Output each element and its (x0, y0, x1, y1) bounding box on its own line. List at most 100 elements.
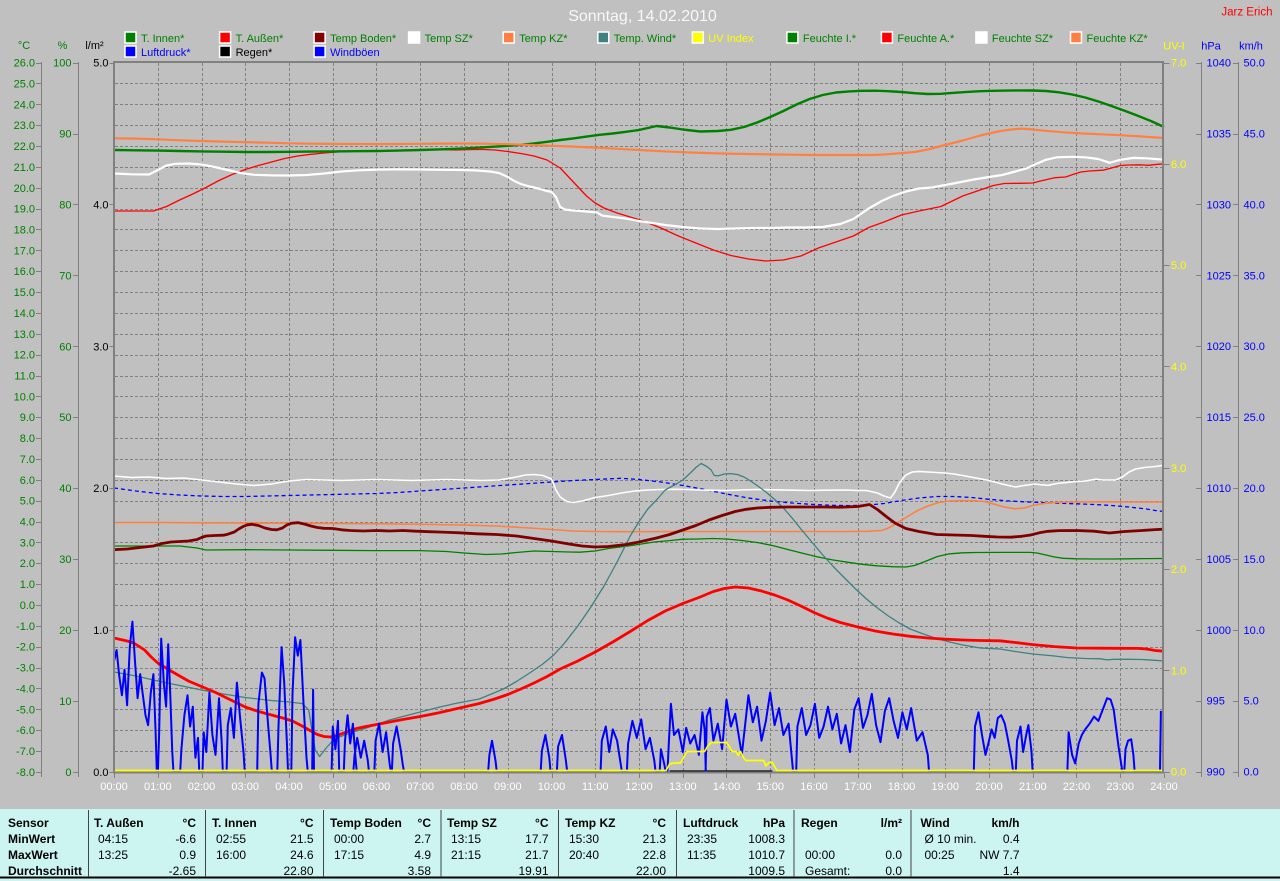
svg-text:11:35: 11:35 (687, 848, 716, 862)
svg-text:Durchschnitt: Durchschnitt (8, 864, 82, 878)
svg-text:50.0: 50.0 (1244, 58, 1265, 70)
svg-text:11:00: 11:00 (582, 781, 609, 793)
svg-text:18.0: 18.0 (14, 225, 35, 237)
svg-text:19:00: 19:00 (931, 781, 959, 793)
svg-text:Temp Boden*: Temp Boden* (330, 33, 397, 45)
svg-text:Sonntag, 14.02.2010: Sonntag, 14.02.2010 (568, 8, 717, 25)
svg-text:20.0: 20.0 (1244, 483, 1265, 495)
svg-text:14.0: 14.0 (14, 308, 35, 320)
svg-text:13:00: 13:00 (669, 781, 697, 793)
svg-text:10.0: 10.0 (14, 391, 35, 403)
svg-text:12:00: 12:00 (625, 781, 653, 793)
svg-text:25.0: 25.0 (1244, 412, 1265, 424)
svg-text:21.0: 21.0 (14, 162, 35, 174)
svg-text:hPa: hPa (1201, 41, 1221, 53)
svg-text:1020: 1020 (1207, 341, 1231, 353)
svg-text:0.0: 0.0 (1171, 767, 1186, 779)
svg-text:1010: 1010 (1207, 483, 1231, 495)
svg-text:-2.65: -2.65 (169, 864, 197, 878)
svg-text:60: 60 (59, 341, 71, 353)
svg-text:04:15: 04:15 (98, 832, 128, 846)
svg-text:45.0: 45.0 (1244, 129, 1265, 141)
svg-text:23:00: 23:00 (1106, 781, 1134, 793)
svg-text:4.0: 4.0 (1171, 362, 1186, 374)
svg-text:02:55: 02:55 (216, 832, 246, 846)
svg-text:18:00: 18:00 (888, 781, 916, 793)
svg-text:00:00: 00:00 (805, 848, 835, 862)
svg-text:09:00: 09:00 (494, 781, 522, 793)
svg-text:5.0: 5.0 (1244, 696, 1259, 708)
svg-text:04:00: 04:00 (275, 781, 303, 793)
svg-text:20: 20 (59, 625, 71, 637)
svg-text:0.0: 0.0 (885, 864, 902, 878)
svg-text:2.7: 2.7 (414, 832, 431, 846)
svg-text:Feuchte A.*: Feuchte A.* (897, 33, 955, 45)
svg-text:1035: 1035 (1207, 129, 1231, 141)
svg-text:03:00: 03:00 (231, 781, 259, 793)
svg-text:16.0: 16.0 (14, 266, 35, 278)
svg-text:9.0: 9.0 (20, 412, 35, 424)
svg-text:5.0: 5.0 (20, 496, 35, 508)
svg-text:Ø 10 min.: Ø 10 min. (925, 832, 977, 846)
svg-text:15:30: 15:30 (569, 832, 599, 846)
svg-text:10: 10 (59, 696, 71, 708)
svg-text:23.0: 23.0 (14, 120, 35, 132)
svg-text:1005: 1005 (1207, 554, 1231, 566)
svg-text:-5.0: -5.0 (16, 704, 35, 716)
svg-text:1025: 1025 (1207, 270, 1231, 282)
svg-text:6.0: 6.0 (1171, 159, 1186, 171)
svg-text:MaxWert: MaxWert (8, 848, 58, 862)
svg-text:Wind: Wind (921, 816, 950, 830)
svg-text:10:00: 10:00 (538, 781, 566, 793)
svg-text:00:00: 00:00 (334, 832, 364, 846)
svg-text:22.00: 22.00 (636, 864, 666, 878)
svg-text:Luftdruck*: Luftdruck* (141, 47, 191, 59)
svg-text:2.0: 2.0 (93, 483, 108, 495)
svg-text:Jarz Erich: Jarz Erich (1221, 7, 1272, 19)
svg-text:995: 995 (1207, 696, 1225, 708)
svg-text:21.5: 21.5 (290, 832, 314, 846)
svg-text:0.4: 0.4 (1003, 832, 1020, 846)
svg-text:hPa: hPa (763, 816, 785, 830)
svg-text:Luftdruck: Luftdruck (683, 816, 739, 830)
svg-text:70: 70 (59, 270, 71, 282)
svg-text:-4.0: -4.0 (16, 683, 35, 695)
svg-text:1.4: 1.4 (1003, 864, 1020, 878)
svg-text:km/h: km/h (1239, 41, 1263, 53)
svg-text:Temp KZ: Temp KZ (565, 816, 615, 830)
svg-text:1015: 1015 (1207, 412, 1231, 424)
svg-text:Feuchte SZ*: Feuchte SZ* (992, 33, 1054, 45)
svg-text:Temp SZ*: Temp SZ* (425, 33, 474, 45)
svg-text:90: 90 (59, 129, 71, 141)
svg-text:21.3: 21.3 (643, 832, 667, 846)
svg-text:13:25: 13:25 (98, 848, 128, 862)
svg-text:1000: 1000 (1207, 625, 1231, 637)
svg-text:17:15: 17:15 (334, 848, 364, 862)
svg-text:24.6: 24.6 (290, 848, 314, 862)
svg-text:19.0: 19.0 (14, 204, 35, 216)
svg-text:8.0: 8.0 (20, 433, 35, 445)
svg-text:19.91: 19.91 (518, 864, 548, 878)
svg-text:22.0: 22.0 (14, 141, 35, 153)
svg-text:40.0: 40.0 (1244, 199, 1265, 211)
svg-text:-1.0: -1.0 (16, 621, 35, 633)
svg-text:13.0: 13.0 (14, 329, 35, 341)
svg-text:990: 990 (1207, 767, 1225, 779)
svg-text:MinWert: MinWert (8, 832, 55, 846)
svg-text:2.0: 2.0 (1171, 564, 1186, 576)
svg-text:5.0: 5.0 (93, 58, 108, 70)
svg-text:Feuchte I.*: Feuchte I.* (803, 33, 857, 45)
svg-text:°C: °C (418, 816, 432, 830)
svg-text:Temp Boden: Temp Boden (330, 816, 402, 830)
svg-text:1.0: 1.0 (93, 625, 108, 637)
svg-text:1040: 1040 (1207, 58, 1231, 70)
svg-text:17.0: 17.0 (14, 245, 35, 257)
svg-text:T. Innen: T. Innen (212, 816, 257, 830)
svg-text:35.0: 35.0 (1244, 270, 1265, 282)
svg-text:Temp SZ: Temp SZ (447, 816, 497, 830)
svg-text:08:00: 08:00 (450, 781, 478, 793)
svg-text:11.0: 11.0 (14, 371, 35, 383)
svg-text:2.0: 2.0 (20, 558, 35, 570)
svg-text:23:35: 23:35 (687, 832, 717, 846)
svg-text:0: 0 (65, 767, 71, 779)
